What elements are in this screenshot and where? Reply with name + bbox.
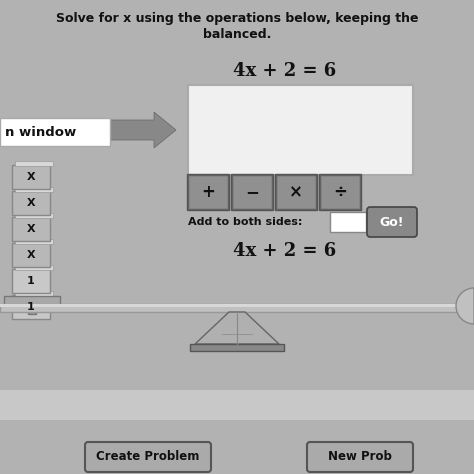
Bar [0, 304, 474, 312]
FancyBboxPatch shape [275, 174, 317, 210]
FancyBboxPatch shape [12, 165, 50, 189]
Text: X: X [27, 172, 35, 182]
FancyBboxPatch shape [330, 212, 366, 232]
FancyBboxPatch shape [231, 174, 273, 210]
Text: −: − [245, 183, 259, 201]
FancyBboxPatch shape [12, 217, 50, 241]
Bar [0, 304, 474, 307]
FancyBboxPatch shape [187, 174, 229, 210]
Text: 1: 1 [27, 302, 35, 312]
Text: Add to both sides:: Add to both sides: [188, 217, 302, 227]
FancyBboxPatch shape [12, 295, 50, 319]
FancyBboxPatch shape [277, 176, 315, 208]
Text: +: + [201, 183, 215, 201]
Text: X: X [27, 224, 35, 234]
FancyBboxPatch shape [15, 291, 53, 296]
FancyBboxPatch shape [15, 265, 53, 270]
FancyBboxPatch shape [307, 442, 413, 472]
Text: ×: × [289, 183, 303, 201]
Text: Go!: Go! [380, 216, 404, 228]
Text: 4x + 2 = 6: 4x + 2 = 6 [233, 62, 337, 80]
FancyBboxPatch shape [319, 174, 361, 210]
FancyBboxPatch shape [233, 176, 271, 208]
Text: ÷: ÷ [333, 183, 347, 201]
Text: 1: 1 [27, 276, 35, 286]
FancyBboxPatch shape [189, 176, 227, 208]
FancyBboxPatch shape [15, 187, 53, 192]
Text: balanced.: balanced. [203, 28, 271, 41]
FancyBboxPatch shape [15, 161, 53, 166]
Text: n window: n window [5, 126, 76, 138]
Bar [4, 296, 60, 306]
Bar [0, 390, 474, 420]
FancyBboxPatch shape [321, 176, 359, 208]
Polygon shape [195, 312, 279, 344]
Bar [190, 344, 284, 351]
FancyBboxPatch shape [15, 213, 53, 218]
FancyBboxPatch shape [12, 269, 50, 293]
Bar [28, 306, 36, 314]
Text: 4x + 2 = 6: 4x + 2 = 6 [233, 242, 337, 260]
Text: X: X [27, 198, 35, 208]
Text: X: X [27, 250, 35, 260]
FancyBboxPatch shape [367, 207, 417, 237]
FancyBboxPatch shape [188, 85, 413, 175]
FancyBboxPatch shape [12, 243, 50, 267]
FancyBboxPatch shape [15, 239, 53, 244]
FancyArrow shape [88, 112, 176, 148]
Text: Solve for x using the operations below, keeping the: Solve for x using the operations below, … [56, 12, 418, 25]
Text: New Prob: New Prob [328, 450, 392, 464]
Text: Create Problem: Create Problem [96, 450, 200, 464]
FancyBboxPatch shape [85, 442, 211, 472]
Wedge shape [456, 288, 474, 324]
FancyBboxPatch shape [0, 118, 110, 146]
FancyBboxPatch shape [12, 191, 50, 215]
